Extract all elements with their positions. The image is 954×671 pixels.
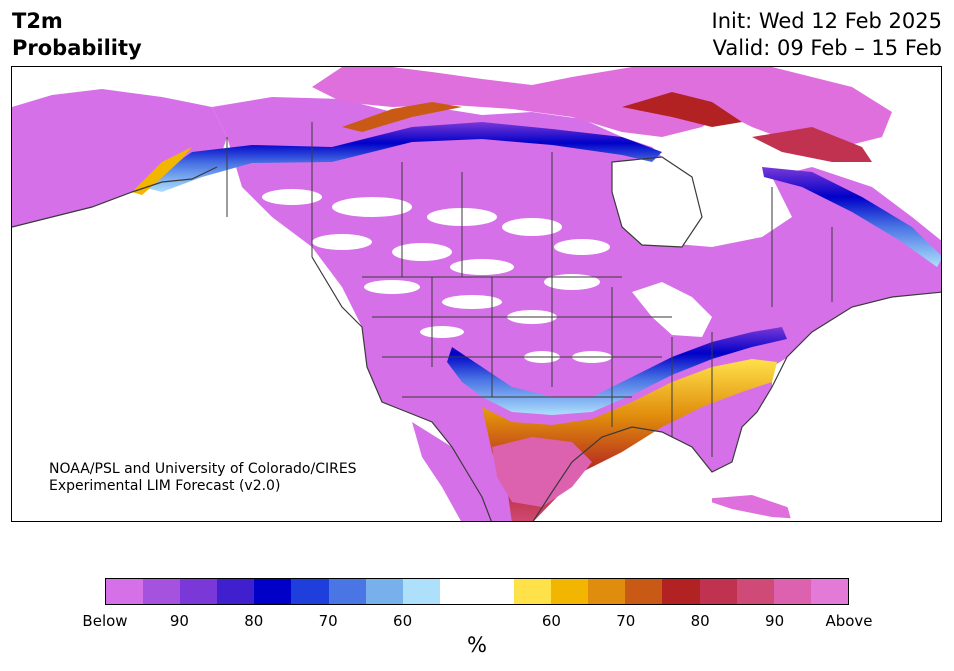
caribbean-region [702, 495, 802, 519]
arctic-islands [312, 67, 752, 137]
colorbar-cell-3 [217, 579, 255, 604]
colorbar-cell-15 [662, 579, 700, 604]
colorbar-cell-16 [699, 579, 737, 604]
colorbar-tick-label: 80 [244, 612, 264, 630]
colorbar-tick-label: 90 [169, 612, 189, 630]
cold-band-south [447, 327, 787, 415]
warm-band-arctic [342, 102, 462, 132]
warm-band-baffin [752, 127, 872, 162]
warm-band-greenland [622, 92, 742, 127]
alaska-region [12, 89, 227, 227]
colorbar-legend [105, 578, 849, 605]
atlantic-blank [762, 302, 941, 521]
colorbar-cell-17 [736, 579, 774, 604]
colorbar-cell-11 [514, 579, 552, 604]
map-title: T2m Probability [12, 8, 142, 62]
colorbar-tick-label: Below [82, 612, 128, 630]
colorbar-cell-6 [328, 579, 366, 604]
great-lakes [632, 282, 712, 337]
credit-line-2: Experimental LIM Forecast (v2.0) [49, 478, 281, 494]
mexico-region [412, 422, 501, 521]
colorbar-tick-label: Above [825, 612, 873, 630]
colorbar-cell-5 [291, 579, 329, 604]
credit-text: NOAA/PSL and University of Colorado/CIRE… [49, 461, 357, 495]
above-region-texas [492, 437, 592, 507]
colorbar-tick-label: 80 [690, 612, 710, 630]
coastlines [12, 156, 941, 521]
colorbar-cell-13 [588, 579, 626, 604]
colorbar-tick-label: 60 [393, 612, 413, 630]
colorbar-tick-label: 70 [318, 612, 338, 630]
map-canvas [12, 67, 941, 521]
colorbar-tick-label: 90 [765, 612, 785, 630]
colorbar-tick-label: 60 [541, 612, 561, 630]
colorbar-cell-1 [143, 579, 181, 604]
greenland-region [662, 67, 892, 147]
colorbar-cell-2 [180, 579, 218, 604]
init-date: Init: Wed 12 Feb 2025 [711, 9, 942, 33]
credit-line-1: NOAA/PSL and University of Colorado/CIRE… [49, 461, 357, 477]
forecast-dates: Init: Wed 12 Feb 2025 Valid: 09 Feb – 15… [712, 8, 942, 62]
state-borders [226, 122, 833, 457]
colorbar-cell-0 [106, 579, 144, 604]
gulf-blank [534, 467, 712, 521]
colorbar-cell-19 [810, 579, 848, 604]
colorbar-tick-label: 70 [616, 612, 636, 630]
valid-range: Valid: 09 Feb – 15 Feb [712, 36, 942, 60]
cold-band-north [142, 122, 662, 192]
colorbar-cell-14 [625, 579, 663, 604]
colorbar-cell-9 [439, 579, 477, 604]
probability-map [11, 66, 942, 522]
colorbar-cell-8 [402, 579, 440, 604]
blank-areas [12, 157, 941, 521]
title-line-1: T2m [12, 9, 63, 33]
colorbar-unit: % [467, 633, 487, 657]
cold-band-east-canada [762, 167, 941, 267]
hudson-bay [612, 157, 702, 247]
colorbar-cell-12 [551, 579, 589, 604]
colorbar-cell-7 [365, 579, 403, 604]
title-line-2: Probability [12, 36, 142, 60]
colorbar-cell-10 [476, 579, 515, 604]
colorbar-cell-18 [773, 579, 811, 604]
pacific-blank [12, 207, 357, 521]
colorbar-cell-4 [254, 579, 292, 604]
warm-band-alaska [132, 147, 192, 195]
